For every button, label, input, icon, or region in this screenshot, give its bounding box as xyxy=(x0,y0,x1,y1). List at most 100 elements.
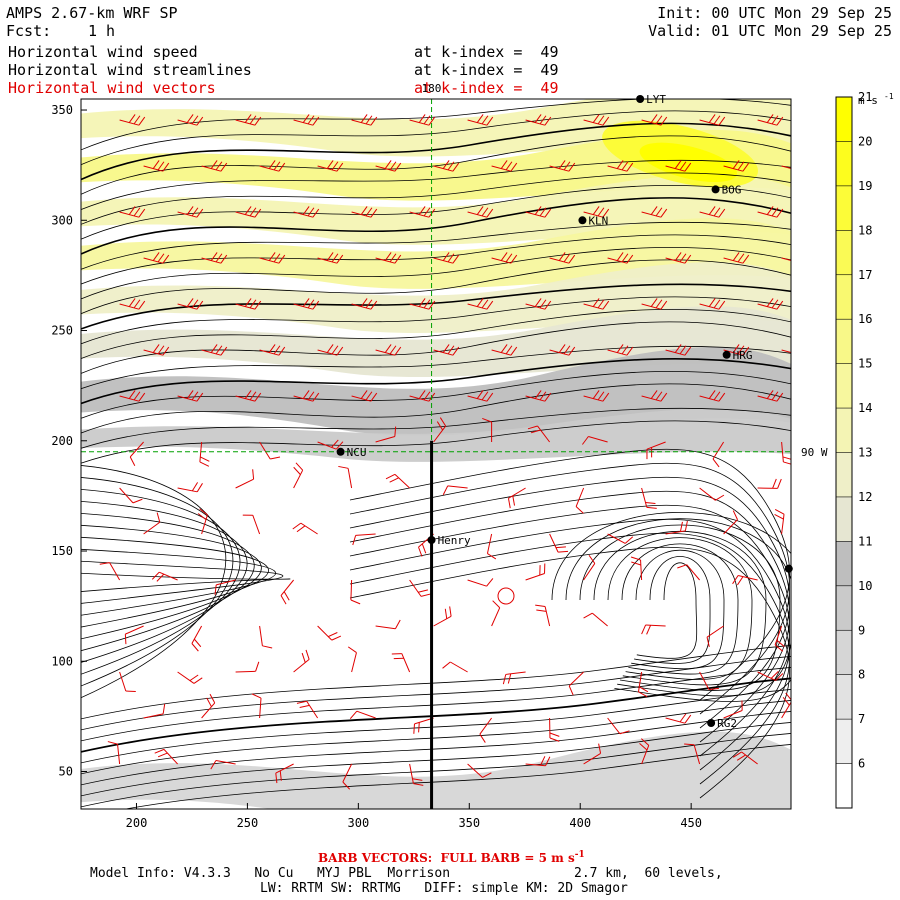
barb-flag xyxy=(418,114,426,123)
wind-barb xyxy=(549,717,560,742)
colorbar: 6 7 8 9 10 11 12 13 14 15 16 17 18 19 20 21m s -1 xyxy=(835,90,894,809)
wind-barb xyxy=(154,748,178,765)
wind-barb xyxy=(375,160,402,172)
gridline-label-parallel: 90 W xyxy=(801,446,828,459)
barb-flag xyxy=(684,743,695,746)
barb-flag xyxy=(626,346,634,356)
forecast-label: Fcst: xyxy=(6,22,52,40)
station-label: Henry xyxy=(438,534,471,547)
barb-flag xyxy=(197,513,207,521)
barb-flag xyxy=(199,508,208,516)
barb-flag xyxy=(718,392,726,402)
barb-flag xyxy=(193,638,202,648)
barb-flag xyxy=(186,206,194,215)
barb-flag xyxy=(244,390,252,399)
streamline-zonal-12 xyxy=(81,283,791,330)
barb-shaft xyxy=(525,573,545,581)
barb-flag xyxy=(655,391,663,401)
streamline-south-0 xyxy=(81,645,791,720)
colorbar-label: 6 xyxy=(858,757,865,771)
barb-flag xyxy=(655,299,663,309)
barb-shaft xyxy=(201,514,208,535)
barb-flag xyxy=(132,498,143,504)
streamline-zonal-10 xyxy=(81,246,791,300)
wind-barb xyxy=(641,487,657,509)
barb-flag xyxy=(365,207,373,217)
barb-flag xyxy=(544,208,552,218)
barb-shaft xyxy=(280,579,294,596)
streamline-zonal-15 xyxy=(81,321,791,374)
wind-barb xyxy=(275,763,294,784)
barb-shaft xyxy=(293,469,304,489)
barb-flag xyxy=(679,253,687,263)
wind-barb xyxy=(375,344,402,356)
wind-barb xyxy=(637,671,649,698)
wind-barb xyxy=(342,763,353,790)
barb-shaft xyxy=(706,625,724,638)
wind-barb xyxy=(467,578,494,587)
barb-flag xyxy=(706,637,710,648)
wind-barb xyxy=(177,482,203,493)
barb-shaft xyxy=(781,441,784,462)
streamline-south-7 xyxy=(81,722,791,797)
wind-barb xyxy=(293,462,304,489)
barb-flag xyxy=(776,208,784,218)
colorbar-label: 10 xyxy=(858,579,872,593)
grid-lines xyxy=(81,99,791,809)
barb-flag xyxy=(186,114,194,123)
barb-shaft xyxy=(537,425,551,443)
wind-barb xyxy=(706,625,724,648)
colorbar-swatch xyxy=(836,630,852,675)
wind-barb xyxy=(177,206,204,218)
barb-flag xyxy=(394,162,402,172)
barb-flag xyxy=(732,344,740,353)
barb-flag xyxy=(215,253,223,263)
barb-shaft xyxy=(781,165,791,170)
barb-shaft xyxy=(143,165,164,172)
barb-flag xyxy=(394,426,397,437)
barb-flag xyxy=(349,710,358,720)
y-tick-label: 250 xyxy=(51,324,73,338)
barb-shaft xyxy=(575,487,585,507)
barb-flag xyxy=(360,206,368,215)
wind-barb xyxy=(641,206,668,218)
colorbar-label: 11 xyxy=(858,534,872,548)
barb-flag xyxy=(215,161,223,171)
barb-flag xyxy=(152,252,160,261)
barb-flag xyxy=(151,571,160,580)
barb-flag xyxy=(423,391,431,401)
barb-flag xyxy=(128,298,136,307)
colorbar-swatch xyxy=(836,452,852,497)
barb-shaft xyxy=(216,579,236,586)
streamline-west-7 xyxy=(81,548,277,616)
barb-flag xyxy=(133,299,141,309)
streamline-west-0 xyxy=(81,465,227,699)
barb-flag xyxy=(544,392,552,402)
wind-barb xyxy=(732,751,758,765)
y-tick-label: 300 xyxy=(51,213,73,227)
barb-flag xyxy=(507,673,512,684)
wind-barb xyxy=(699,671,719,691)
wind-barb xyxy=(757,114,784,126)
barb-flag xyxy=(679,345,687,355)
barb-flag xyxy=(638,691,648,698)
wind-barb xyxy=(433,417,447,443)
barb-flag xyxy=(487,553,497,560)
station-label: BOG xyxy=(722,183,742,196)
field-name-streamlines: Horizontal wind streamlines xyxy=(8,61,252,79)
wind-barb xyxy=(129,441,144,466)
wind-barb xyxy=(293,298,320,310)
barb-shaft xyxy=(350,579,353,601)
barb-flag xyxy=(336,346,344,356)
wind-barb xyxy=(699,298,726,310)
barb-shaft xyxy=(300,522,318,535)
barb-shaft xyxy=(117,744,121,765)
barb-flag xyxy=(736,754,746,761)
wind-barb xyxy=(723,700,743,719)
x-tick-label: 400 xyxy=(569,816,591,830)
wind-barb xyxy=(347,646,357,673)
barb-flag xyxy=(370,392,378,402)
barb-flag xyxy=(708,687,719,691)
barb-flag xyxy=(384,252,392,261)
colorbar-swatch xyxy=(836,541,852,586)
